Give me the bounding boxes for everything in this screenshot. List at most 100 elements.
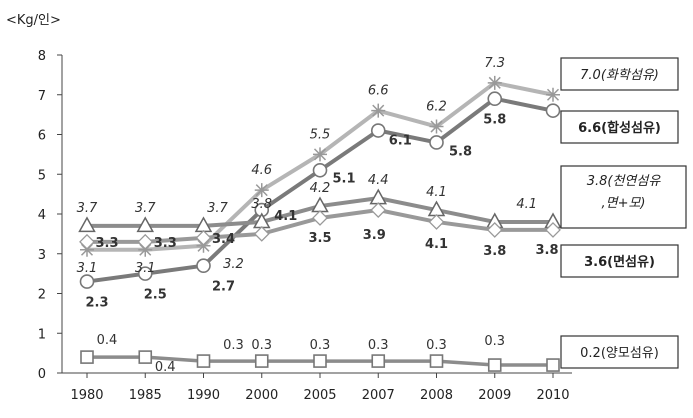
x-tick-label: 1985 <box>129 388 162 403</box>
series-4 <box>80 350 560 372</box>
data-point <box>196 354 211 368</box>
data-point <box>313 354 327 368</box>
data-label: 3.7 <box>207 201 228 216</box>
legend-box <box>560 57 679 91</box>
data-label: 2.5 <box>144 288 167 303</box>
y-tick-label: 5 <box>38 168 46 183</box>
series-1 <box>79 91 561 289</box>
data-point <box>254 354 269 368</box>
y-tick-label: 1 <box>38 327 46 342</box>
data-label: 0.4 <box>97 333 118 348</box>
data-point <box>312 162 328 178</box>
x-tick-label: 1980 <box>70 388 103 403</box>
data-label: 6.6 <box>368 84 389 99</box>
data-label: 3.4 <box>212 232 235 247</box>
x-tick-label: 2008 <box>420 388 453 403</box>
data-point <box>371 354 386 368</box>
data-label: 6.1 <box>389 134 412 149</box>
data-point <box>428 214 445 230</box>
legend-entry: 3.6(면섬유) <box>560 244 679 278</box>
data-point <box>195 229 212 246</box>
legend-box <box>560 335 679 369</box>
data-label: 2.7 <box>212 280 235 295</box>
data-label: 0.3 <box>426 338 447 353</box>
y-tick-label: 8 <box>38 49 46 64</box>
data-label: 0.3 <box>484 334 505 349</box>
data-point <box>487 91 503 107</box>
data-label: 4.2 <box>310 181 331 196</box>
data-label: 3.7 <box>77 201 98 216</box>
legend-label: 0.2(양모섬유) <box>580 346 659 361</box>
y-tick-label: 2 <box>38 288 46 303</box>
data-label: 5.8 <box>483 113 506 128</box>
data-labels: 3.1 3.1 3.2 4.6 5.5 6.6 6.2 7.3 2.3 2.5 2.7 5.1 6.1 5… <box>77 56 559 375</box>
data-point <box>370 202 387 218</box>
data-label: 4.1 <box>426 185 447 200</box>
legend-label: 3.8(천연섬유 <box>587 174 662 189</box>
data-point <box>136 216 155 233</box>
legend-box <box>560 165 687 229</box>
data-point <box>429 135 444 150</box>
legend-label: 6.6(합성섬유) <box>578 120 661 136</box>
unit-label: <Kg/인> <box>6 13 61 28</box>
data-label: 3.5 <box>308 231 331 246</box>
data-label: 5.1 <box>332 171 355 186</box>
series-layer <box>78 75 562 372</box>
data-label: 4.6 <box>251 163 272 178</box>
data-point <box>80 350 94 364</box>
legend-entry: 6.6(합성섬유) <box>560 110 679 144</box>
data-label: 6.2 <box>426 100 447 115</box>
y-tick-label: 4 <box>38 208 46 223</box>
data-label: 3.2 <box>223 257 244 272</box>
data-label: 4.1 <box>516 197 537 212</box>
data-point <box>312 210 328 226</box>
data-label: 3.1 <box>135 261 156 276</box>
data-label: 3.9 <box>363 228 386 243</box>
data-point <box>196 238 211 253</box>
data-point <box>546 358 560 372</box>
x-tick-label: 2000 <box>245 388 278 403</box>
data-point <box>486 221 503 238</box>
legend-label: ,면+모) <box>601 196 645 211</box>
data-point <box>254 183 269 198</box>
y-tick-label: 7 <box>38 89 46 104</box>
y-tick-label: 3 <box>38 248 46 263</box>
data-label: 3.8 <box>535 243 558 258</box>
data-label: 3.3 <box>95 236 118 251</box>
data-point <box>313 147 327 162</box>
data-point <box>138 350 153 364</box>
data-label: 0.3 <box>368 338 389 353</box>
data-label: 4.1 <box>425 237 448 252</box>
data-label: 0.4 <box>155 360 176 375</box>
legend-box <box>560 244 679 278</box>
data-point <box>138 242 153 257</box>
data-label: 3.3 <box>154 236 177 251</box>
data-label: 2.3 <box>85 296 108 311</box>
data-label: 3.8 <box>483 244 506 259</box>
data-label: 3.1 <box>77 261 98 276</box>
series-3 <box>79 202 561 250</box>
data-point <box>196 258 211 273</box>
data-label: 4.4 <box>368 173 389 188</box>
data-point <box>487 358 502 372</box>
data-label: 0.3 <box>251 338 272 353</box>
data-point <box>546 87 560 102</box>
x-tick-label: 2007 <box>362 388 395 403</box>
data-point <box>78 216 96 233</box>
legend-box <box>560 110 679 144</box>
data-label: 5.5 <box>310 127 331 142</box>
data-point <box>370 123 386 138</box>
data-point <box>137 266 153 281</box>
legend-label: 7.0(화학섬유) <box>580 68 659 83</box>
data-label: 0.3 <box>310 338 331 353</box>
axes: 0 1 2 3 4 5 6 7 8 1980 1985 1990 2000 2005 2007 2008 200… <box>38 49 572 403</box>
y-tick-label: 6 <box>38 129 46 144</box>
data-point <box>79 233 95 250</box>
data-point <box>79 274 95 289</box>
data-point <box>253 225 270 242</box>
legend-entry: 0.2(양모섬유) <box>560 335 679 369</box>
data-point <box>429 354 444 368</box>
legend-entry: 3.8(천연섬유 ,면+모) <box>560 165 687 229</box>
data-label: 5.8 <box>449 144 472 159</box>
